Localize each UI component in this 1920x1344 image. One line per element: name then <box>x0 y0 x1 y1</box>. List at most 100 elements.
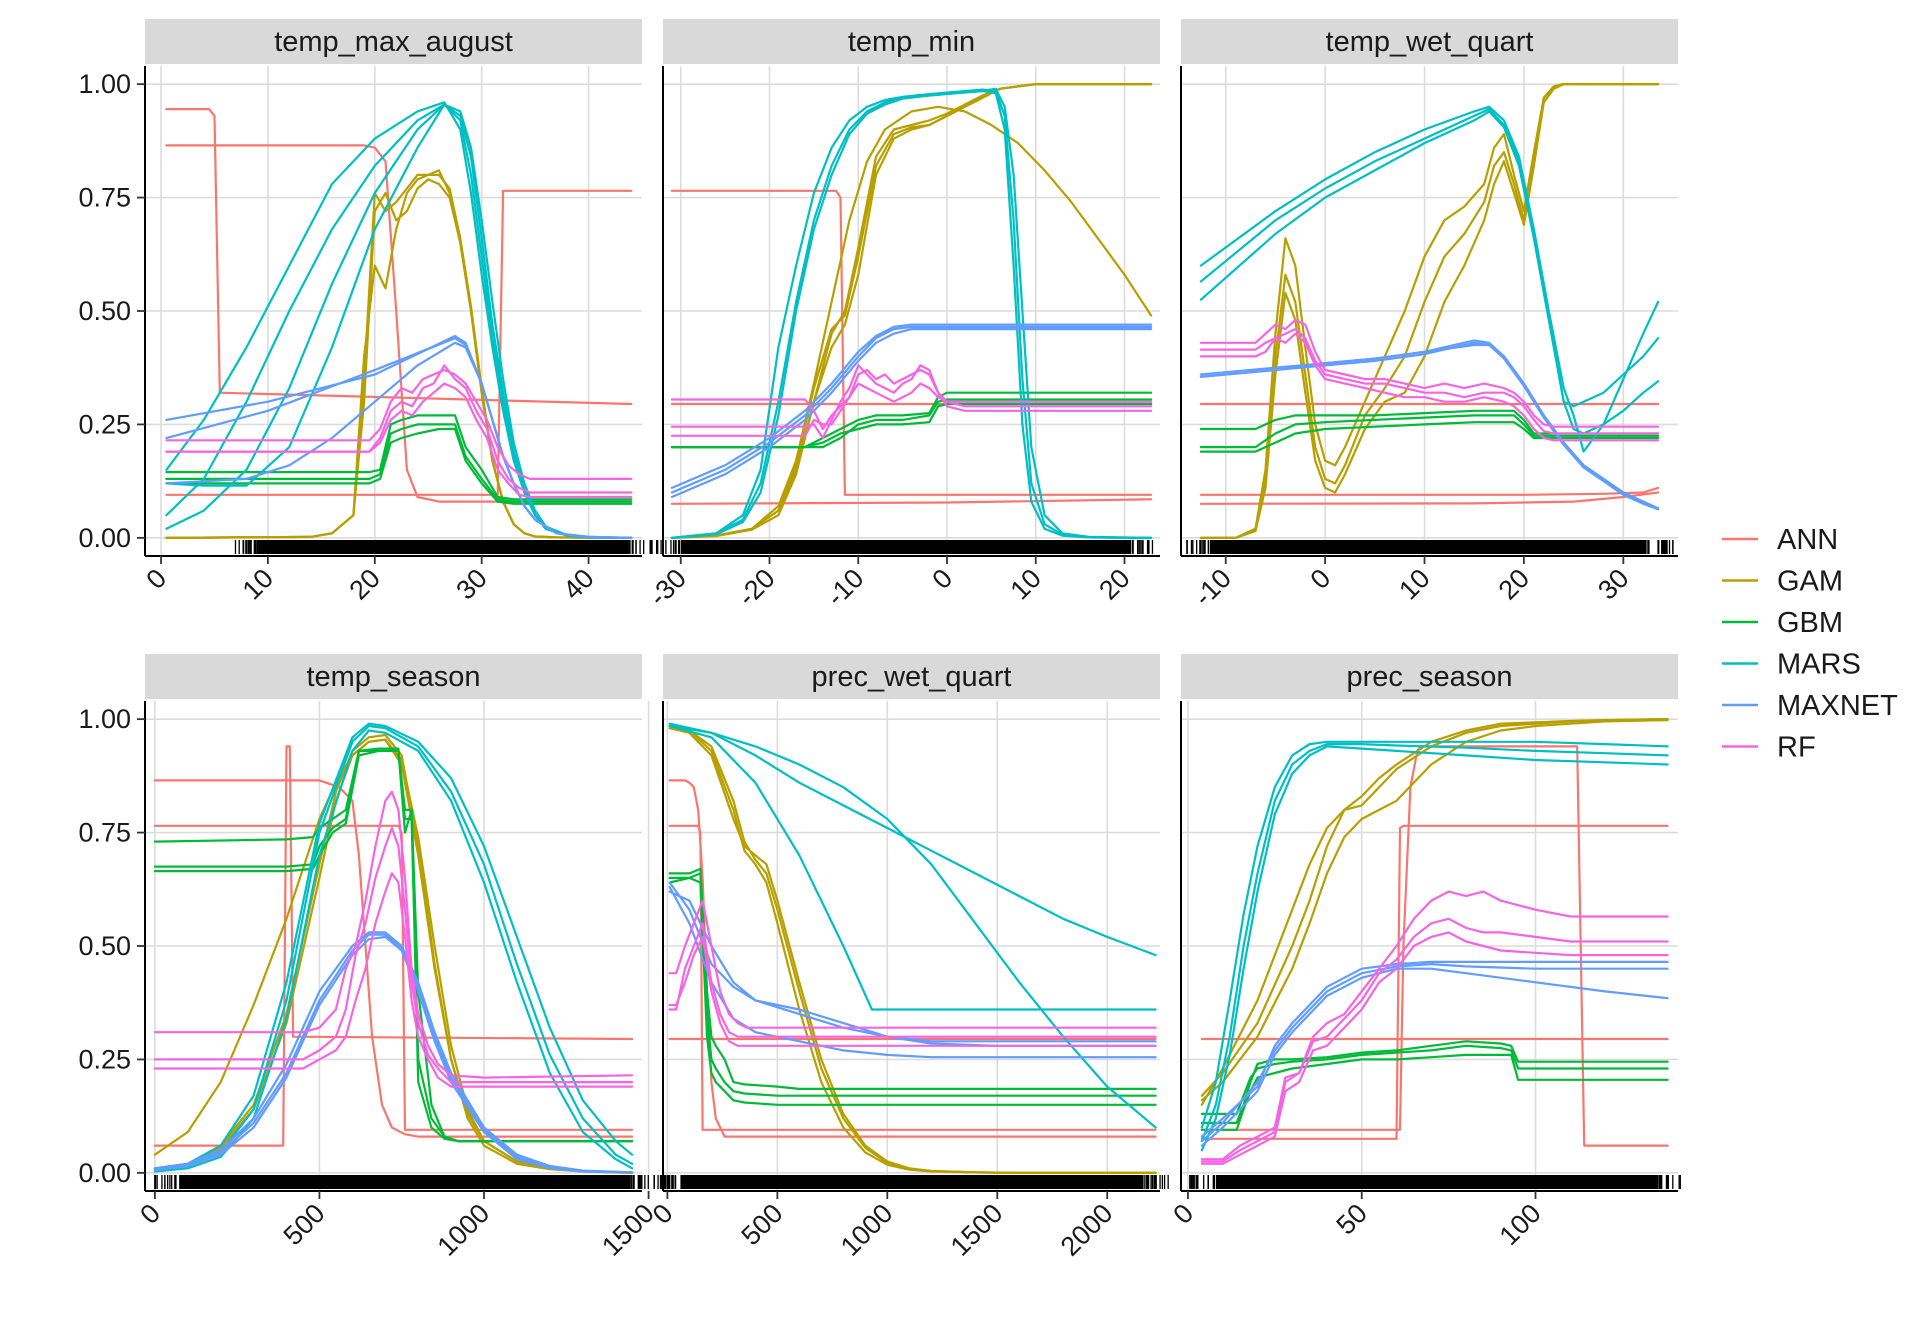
legend-label: GAM <box>1777 566 1843 598</box>
strip-background <box>663 654 1160 699</box>
legend-item-maxnet: MAXNET <box>1722 690 1898 722</box>
series-line-gbm-8 <box>1199 421 1660 453</box>
series-line-gbm-8 <box>1200 1053 1669 1131</box>
strip-title: prec_wet_quart <box>812 661 1012 693</box>
y-tick-label: 1.00 <box>78 69 131 99</box>
series-line-rf-17 <box>153 872 634 1088</box>
series-line-mars-11 <box>1199 110 1660 435</box>
series-lines <box>1199 82 1660 540</box>
strip-temp-max-august: temp_max_august <box>145 19 642 64</box>
series-line-rf-16 <box>1199 328 1660 435</box>
rug-marks <box>154 1175 655 1189</box>
series-line-gbm-8 <box>153 749 634 1143</box>
series-line-ann-2 <box>1200 824 1669 1140</box>
series-line-maxnet-12 <box>153 931 634 1174</box>
series-lines <box>1200 717 1669 1165</box>
series-line-ann-2 <box>165 189 633 496</box>
strip-temp-min: temp_min <box>663 19 1160 64</box>
series-line-rf-17 <box>165 364 633 494</box>
series-line-ann-0 <box>670 189 1153 496</box>
series-line-gam-5 <box>668 724 1157 1175</box>
series-line-rf-18 <box>670 382 1153 437</box>
strip-background <box>145 19 642 64</box>
strip-title: temp_min <box>848 26 975 58</box>
series-line-maxnet-14 <box>153 935 634 1174</box>
legend: ANN GAM GBM MARS MAXNET RF <box>1722 524 1898 764</box>
rug-marks <box>1186 540 1674 554</box>
series-line-gbm-7 <box>668 872 1157 1097</box>
series-line-maxnet-14 <box>1200 967 1669 1147</box>
series-lines <box>153 722 634 1175</box>
y-tick-label: 0.00 <box>78 1158 131 1188</box>
series-line-rf-16 <box>668 922 1157 1038</box>
series-line-mars-11 <box>1200 745 1669 1152</box>
series-line-mars-10 <box>1200 742 1669 1143</box>
series-line-gbm-8 <box>165 427 633 505</box>
series-line-gam-5 <box>165 169 633 540</box>
rug-band <box>181 1175 627 1189</box>
y-tick-label: 0.25 <box>78 409 131 439</box>
series-line-rf-16 <box>1200 917 1669 1161</box>
series-line-gbm-7 <box>670 402 1153 449</box>
series-line-gbm-6 <box>668 867 1157 1091</box>
series-lines <box>165 101 633 540</box>
series-line-gbm-6 <box>165 414 633 501</box>
legend-item-mars: MARS <box>1722 649 1861 681</box>
series-line-mars-9 <box>1200 740 1669 1129</box>
y-tick-label: 0.75 <box>78 183 131 213</box>
series-line-rf-17 <box>670 364 1153 440</box>
strip-temp-wet-quart: temp_wet_quart <box>1181 19 1678 64</box>
series-line-ann-1 <box>668 779 1157 1138</box>
series-line-mars-12 <box>670 87 1153 540</box>
series-line-maxnet-13 <box>1199 339 1660 510</box>
series-line-mars-9 <box>668 722 1157 957</box>
series-line-rf-15 <box>668 899 1157 1029</box>
y-tick-label: 1.00 <box>78 704 131 734</box>
legend-label: MARS <box>1777 649 1861 681</box>
legend-label: GBM <box>1777 607 1843 639</box>
strip-title: temp_max_august <box>274 26 513 58</box>
strip-prec-wet-quart: prec_wet_quart <box>663 654 1160 699</box>
series-line-mars-12 <box>165 103 633 540</box>
strip-background <box>663 19 1160 64</box>
strip-title: temp_wet_quart <box>1326 26 1534 58</box>
series-line-rf-16 <box>153 826 634 1084</box>
series-line-ann-1 <box>670 498 1153 505</box>
series-line-gam-6 <box>670 105 1153 540</box>
rug-marks <box>657 1175 1169 1189</box>
rug-marks <box>234 540 653 554</box>
series-line-maxnet-14 <box>1199 341 1660 511</box>
rug-marks <box>1189 1175 1681 1189</box>
series-line-gbm-7 <box>1200 1044 1669 1116</box>
series-line-rf-15 <box>153 790 634 1079</box>
series-line-gbm-8 <box>668 876 1157 1106</box>
series-line-maxnet-13 <box>1200 962 1669 1143</box>
legend-label: MAXNET <box>1777 690 1898 722</box>
legend-item-gam: GAM <box>1722 566 1843 598</box>
series-line-ann-2 <box>1199 491 1660 505</box>
legend-label: ANN <box>1777 524 1838 556</box>
series-line-gbm-7 <box>165 423 633 503</box>
series-line-maxnet-13 <box>153 933 634 1174</box>
strip-background <box>1181 654 1678 699</box>
rug-band <box>1217 1175 1656 1189</box>
series-line-maxnet-12 <box>1200 960 1669 1138</box>
strip-title: temp_season <box>306 661 480 693</box>
y-tick-label: 0.25 <box>78 1044 131 1074</box>
series-line-gbm-9 <box>670 398 1153 449</box>
y-tick-label: 0.50 <box>78 296 131 326</box>
series-line-gam-4 <box>1200 717 1669 1097</box>
series-line-gam-5 <box>1200 718 1669 1102</box>
series-line-mars-9 <box>153 722 634 1170</box>
series-line-mars-11 <box>670 88 1153 540</box>
series-line-rf-17 <box>1200 931 1669 1165</box>
series-lines <box>670 82 1153 540</box>
series-line-maxnet-15 <box>670 325 1153 494</box>
legend-item-gbm: GBM <box>1722 607 1843 639</box>
strip-prec-season: prec_season <box>1181 654 1678 699</box>
series-line-rf-15 <box>1199 319 1660 428</box>
strip-temp-season: temp_season <box>145 654 642 699</box>
y-tick-label: 0.00 <box>78 523 131 553</box>
series-line-gbm-6 <box>1199 409 1660 435</box>
